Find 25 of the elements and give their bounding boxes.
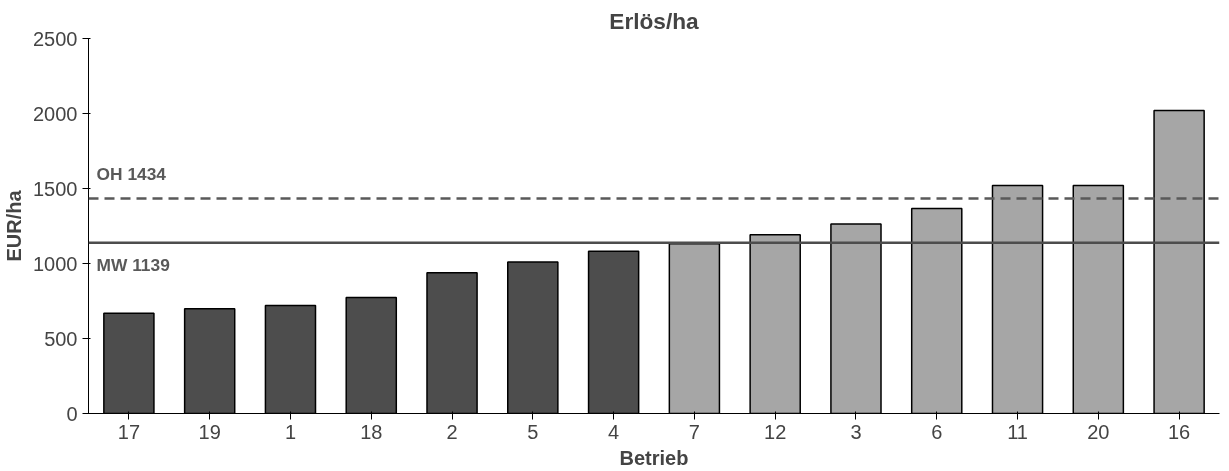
x-axis-title: Betrieb bbox=[619, 446, 689, 469]
x-tick-label: 4 bbox=[608, 420, 620, 443]
y-tick-label: 0 bbox=[66, 402, 78, 425]
x-tick-label: 11 bbox=[1007, 420, 1028, 443]
x-tick-label: 3 bbox=[850, 420, 862, 443]
x-tick-label: 18 bbox=[360, 420, 383, 443]
y-tick-label: 500 bbox=[44, 327, 78, 350]
y-tick-label: 1000 bbox=[33, 252, 78, 275]
y-tick-label: 2000 bbox=[33, 102, 78, 125]
x-tick-label: 20 bbox=[1087, 420, 1110, 443]
y-tick-label: 2500 bbox=[33, 27, 78, 50]
y-axis-title: EUR/ha bbox=[3, 189, 26, 262]
x-tick-label: 16 bbox=[1167, 420, 1191, 443]
chart-title: Erlös/ha bbox=[609, 7, 700, 34]
ref-line-label: MW 1139 bbox=[96, 254, 170, 275]
y-tick-label: 1500 bbox=[33, 177, 78, 200]
x-tick-label: 5 bbox=[527, 420, 539, 443]
ref-line-label: OH 1434 bbox=[96, 164, 167, 185]
x-tick-label: 2 bbox=[446, 420, 458, 443]
x-tick-label: 12 bbox=[764, 420, 787, 443]
x-tick-label: 6 bbox=[931, 420, 943, 443]
x-tick-label: 17 bbox=[117, 420, 141, 443]
x-tick-label: 19 bbox=[198, 420, 221, 443]
x-tick-label: 7 bbox=[688, 420, 700, 443]
x-tick-label: 1 bbox=[284, 420, 297, 443]
